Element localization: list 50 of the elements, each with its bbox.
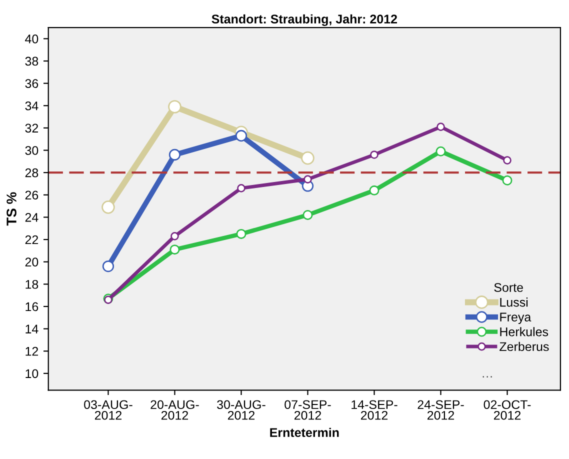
y-tick-label: 34 xyxy=(25,101,38,110)
legend-label: Freya xyxy=(500,312,532,324)
y-tick-label: 10 xyxy=(26,369,38,378)
y-tick-label: 38 xyxy=(25,56,38,66)
point xyxy=(436,122,445,132)
x-tick-label: 20-AUG- 2012 xyxy=(150,400,199,420)
y-axis-title: TS % xyxy=(6,192,16,226)
point xyxy=(304,175,312,184)
y-tick-label: 28 xyxy=(25,168,38,178)
y-tick-label: 24 xyxy=(25,213,38,222)
legend-label: Zerberus xyxy=(500,342,549,352)
y-tick-label: 12 xyxy=(26,346,38,356)
point xyxy=(302,210,313,220)
y-tick-label: 16 xyxy=(26,302,38,312)
y-tick-label: 14 xyxy=(26,324,38,334)
point xyxy=(370,150,378,159)
y-tick-label: 32 xyxy=(25,124,38,133)
y-tick-label: 18 xyxy=(26,280,38,289)
legend-label: Herkules xyxy=(500,327,548,336)
point xyxy=(237,184,246,192)
legend-title: Sorte xyxy=(494,283,523,292)
x-tick-label: 30-AUG- 2012 xyxy=(217,400,266,420)
point xyxy=(170,244,180,255)
point xyxy=(170,232,179,240)
x-tick-label: 24-SEP- 2012 xyxy=(418,400,464,420)
x-tick-label: 07-SEP- 2012 xyxy=(284,400,331,420)
point xyxy=(369,185,380,196)
y-tick-label: 20 xyxy=(25,258,38,266)
y-tick-label: 40 xyxy=(25,34,38,44)
y-tick-label: 36 xyxy=(25,79,38,88)
chart-title: Standort: Straubing, Jahr: 2012 xyxy=(212,14,397,26)
y-tick-label: 26 xyxy=(25,190,38,200)
y-tick-label: 30 xyxy=(25,146,38,155)
y-tick-label: 22 xyxy=(25,235,38,244)
x-tick-label: 14-SEP- 2012 xyxy=(352,400,398,420)
point xyxy=(168,100,182,114)
point xyxy=(236,228,246,239)
point xyxy=(436,146,446,156)
x-axis-title: Erntetermin xyxy=(270,428,339,438)
x-tick-label: 02-OCT- 2012 xyxy=(484,400,531,420)
point xyxy=(168,148,181,161)
annotation: … xyxy=(482,376,492,378)
point xyxy=(102,200,115,214)
legend-label: Lussi xyxy=(500,298,528,307)
point xyxy=(503,156,512,164)
point xyxy=(502,175,512,186)
point xyxy=(235,130,248,142)
x-tick-label: 03-AUG- 2012 xyxy=(84,400,132,420)
point xyxy=(102,260,114,272)
point xyxy=(301,151,314,165)
